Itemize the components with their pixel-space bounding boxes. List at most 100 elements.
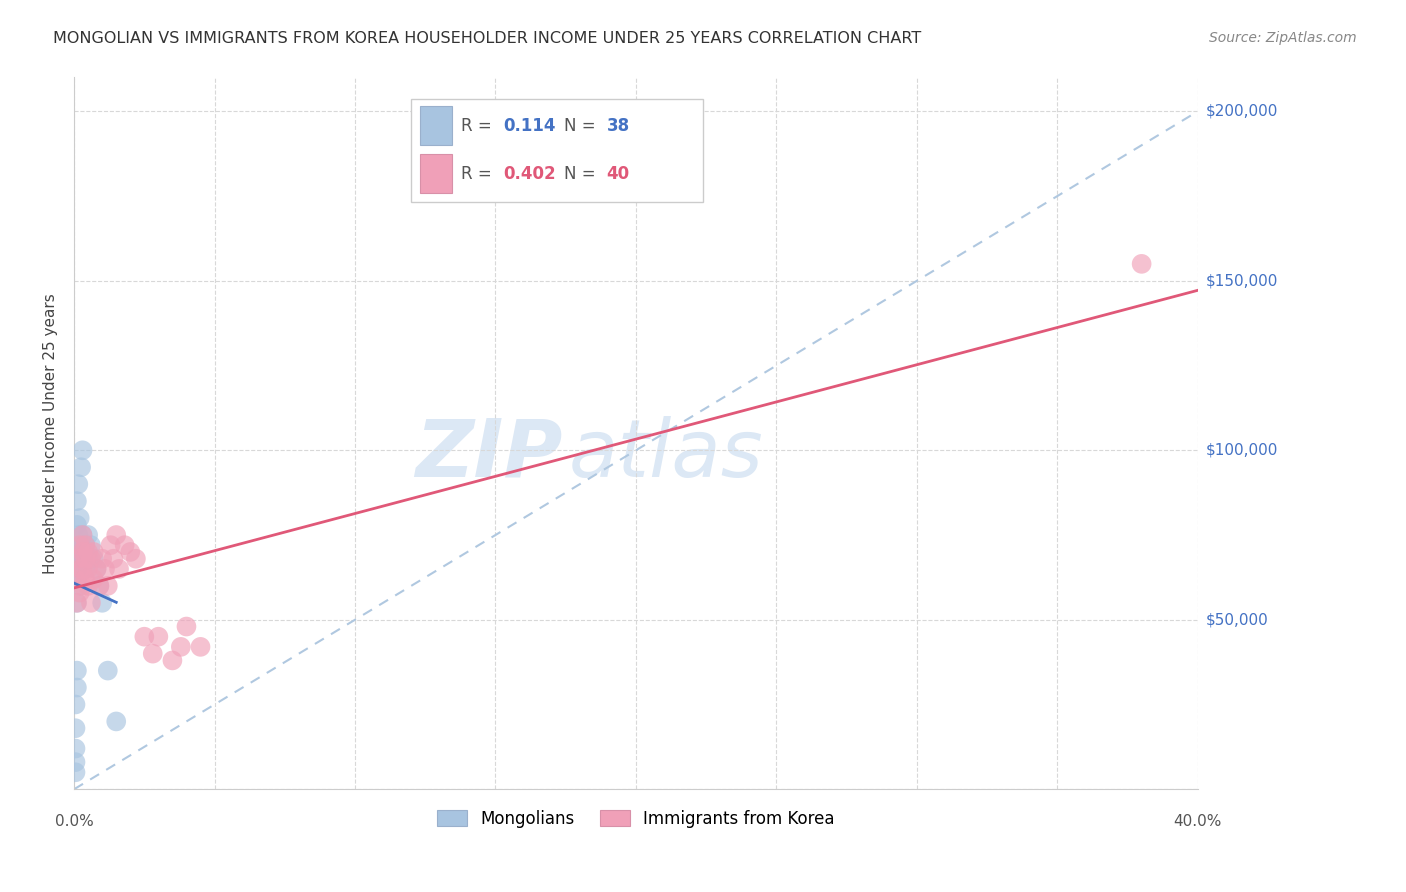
Point <box>103 551 125 566</box>
Point <box>89 579 111 593</box>
Point <box>66 551 89 566</box>
Point <box>66 664 89 678</box>
Point <box>67 562 90 576</box>
Legend: Mongolians, Immigrants from Korea: Mongolians, Immigrants from Korea <box>430 803 841 834</box>
Point <box>77 528 100 542</box>
Point <box>69 562 91 576</box>
Point <box>69 545 91 559</box>
Point <box>69 511 91 525</box>
Point <box>65 765 87 780</box>
Point <box>66 572 89 586</box>
Point <box>66 596 89 610</box>
Point <box>69 585 91 599</box>
Point <box>65 572 87 586</box>
Point <box>67 477 90 491</box>
Point <box>75 538 97 552</box>
Text: 0.402: 0.402 <box>503 164 555 183</box>
Text: R =: R = <box>461 164 496 183</box>
Text: $200,000: $200,000 <box>1206 103 1278 119</box>
Point <box>66 596 89 610</box>
Point <box>65 721 87 735</box>
Point <box>114 538 136 552</box>
Point <box>176 619 198 633</box>
Point <box>75 562 97 576</box>
Text: Source: ZipAtlas.com: Source: ZipAtlas.com <box>1209 31 1357 45</box>
Point <box>142 647 165 661</box>
Point <box>69 538 91 552</box>
Point <box>97 664 120 678</box>
Point <box>77 579 100 593</box>
Point <box>120 545 142 559</box>
Point <box>75 572 97 586</box>
Point <box>69 562 91 576</box>
Point <box>83 545 105 559</box>
Point <box>72 545 94 559</box>
Point <box>100 538 122 552</box>
Point <box>148 630 170 644</box>
Text: MONGOLIAN VS IMMIGRANTS FROM KOREA HOUSEHOLDER INCOME UNDER 25 YEARS CORRELATION: MONGOLIAN VS IMMIGRANTS FROM KOREA HOUSE… <box>53 31 922 46</box>
Point <box>70 551 93 566</box>
Point <box>170 640 193 654</box>
Point <box>162 653 184 667</box>
Point <box>77 545 100 559</box>
Point <box>65 741 87 756</box>
Point <box>75 538 97 552</box>
Point <box>66 681 89 695</box>
Text: $50,000: $50,000 <box>1206 612 1268 627</box>
Point <box>66 538 89 552</box>
Point <box>67 528 90 542</box>
Point <box>89 579 111 593</box>
Point <box>108 562 131 576</box>
Point <box>75 551 97 566</box>
Text: N =: N = <box>564 164 600 183</box>
Point <box>72 545 94 559</box>
Point <box>72 528 94 542</box>
Point <box>83 572 105 586</box>
Point <box>69 579 91 593</box>
Point <box>66 517 89 532</box>
FancyBboxPatch shape <box>420 154 451 193</box>
Point <box>80 551 103 566</box>
FancyBboxPatch shape <box>411 99 703 202</box>
Point <box>72 562 94 576</box>
Point <box>80 538 103 552</box>
Text: $100,000: $100,000 <box>1206 442 1278 458</box>
Text: 40: 40 <box>607 164 630 183</box>
Point <box>97 579 120 593</box>
Point <box>65 755 87 769</box>
Text: ZIP: ZIP <box>416 416 562 493</box>
Point <box>70 460 93 475</box>
Point <box>190 640 212 654</box>
Point <box>66 494 89 508</box>
Point <box>134 630 156 644</box>
Y-axis label: Householder Income Under 25 years: Householder Income Under 25 years <box>44 293 58 574</box>
Point <box>91 551 114 566</box>
Point <box>105 714 128 729</box>
Point <box>67 545 90 559</box>
Point <box>72 579 94 593</box>
Point <box>69 538 91 552</box>
FancyBboxPatch shape <box>420 106 451 145</box>
Text: 0.0%: 0.0% <box>55 814 93 830</box>
Point <box>125 551 148 566</box>
Point <box>1130 257 1153 271</box>
Text: $150,000: $150,000 <box>1206 273 1278 288</box>
Point <box>86 562 108 576</box>
Text: R =: R = <box>461 117 496 135</box>
Point <box>66 551 89 566</box>
Text: 40.0%: 40.0% <box>1174 814 1222 830</box>
Text: N =: N = <box>564 117 600 135</box>
Point <box>72 528 94 542</box>
Point <box>77 562 100 576</box>
Point <box>80 596 103 610</box>
Text: 0.114: 0.114 <box>503 117 555 135</box>
Point <box>72 443 94 458</box>
Point <box>94 562 117 576</box>
Point <box>77 551 100 566</box>
Point <box>91 596 114 610</box>
Point <box>83 551 105 566</box>
Point <box>86 562 108 576</box>
Point <box>105 528 128 542</box>
Text: atlas: atlas <box>568 416 763 493</box>
Text: 38: 38 <box>607 117 630 135</box>
